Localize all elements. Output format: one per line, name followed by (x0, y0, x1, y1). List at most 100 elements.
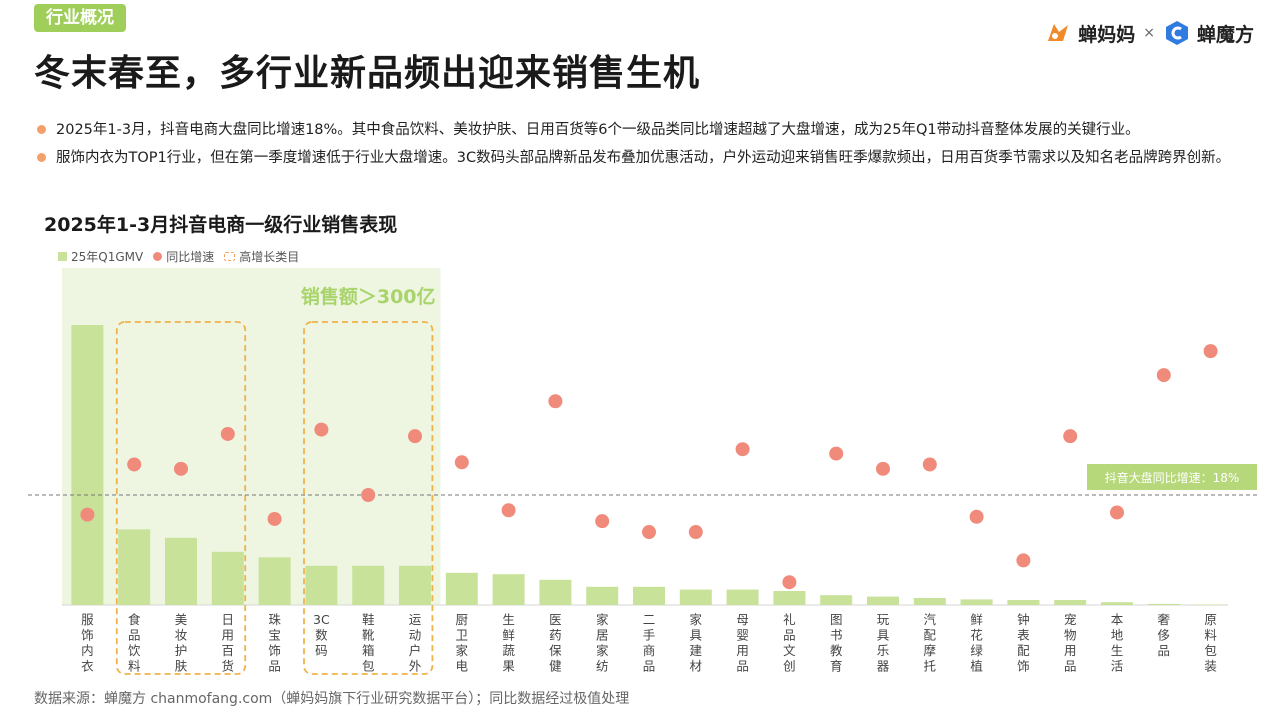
growth-dot-汽配摩托 (922, 457, 937, 472)
bar-奢侈品 (1147, 603, 1180, 605)
x-tick-label-厨卫家电: 厨卫家电 (456, 612, 469, 674)
bar-鲜花绿植 (960, 599, 993, 605)
growth-dot-厨卫家电 (454, 455, 469, 470)
growth-dot-奢侈品 (1156, 368, 1171, 383)
page-title: 冬末春至，多行业新品频出迎来销售生机 (34, 53, 701, 94)
bar-原料包装 (1194, 604, 1227, 605)
bar-礼品文创 (773, 591, 806, 605)
growth-dot-美妆护肤 (174, 461, 188, 476)
x-tick-label-3C数码: 3C 数码 (313, 612, 330, 658)
bar-母婴用品 (726, 589, 759, 605)
bar-图书教育 (820, 595, 853, 605)
brand-logos: 蝉妈妈 × 蝉魔方 (1044, 16, 1254, 50)
growth-dot-钟表配饰 (1016, 553, 1031, 568)
growth-dot-母婴用品 (735, 442, 750, 457)
x-tick-label-鲜花绿植: 鲜花绿植 (970, 612, 983, 674)
highlight-group-box-1 (115, 321, 247, 675)
x-tick-label-珠宝饰品: 珠宝饰品 (268, 612, 281, 674)
chart-title: 2025年1-3月抖音电商一级行业销售表现 (44, 214, 398, 236)
bar-厨卫家电 (445, 572, 478, 605)
x-tick-label-钟表配饰: 钟表配饰 (1017, 612, 1030, 674)
reference-line-label: 抖音大盘同比增速：18% (1105, 470, 1240, 485)
highlight-region-label: 销售额＞300亿 (301, 285, 436, 308)
growth-dot-食品饮料 (127, 457, 142, 472)
x-tick-label-运动户外: 运动户外 (409, 612, 422, 674)
bar-食品饮料 (118, 529, 151, 605)
growth-dot-原料包装 (1203, 344, 1218, 359)
bar-服饰内衣 (71, 325, 104, 605)
growth-dot-医药保健 (548, 394, 563, 409)
bar-珠宝饰品 (258, 557, 291, 605)
x-tick-label-家居家纺: 家居家纺 (596, 612, 609, 674)
logo-chanmama: 蝉妈妈 (1078, 23, 1136, 46)
growth-dot-鲜花绿植 (969, 509, 984, 524)
growth-dot-本地生活 (1110, 505, 1124, 520)
legend-box-swatch (224, 252, 236, 261)
growth-dot-礼品文创 (782, 575, 797, 590)
x-tick-label-服饰内衣: 服饰内衣 (81, 612, 94, 674)
legend-bar-swatch (58, 252, 67, 261)
reference-line-label-bg (1087, 464, 1257, 490)
bar-运动户外 (399, 565, 431, 605)
data-source-note: 数据来源：蝉魔方 chanmofang.com（蝉妈妈旗下行业研究数据平台）；同… (34, 691, 630, 707)
summary-bullet-2: 服饰内衣为TOP1行业，但在第一季度增速低于行业大盘增速。3C数码头部品牌新品发… (36, 144, 1256, 172)
summary-bullets: 2025年1-3月，抖音电商大盘同比增速18%。其中食品饮料、美妆护肤、日用百货… (36, 116, 1256, 172)
bar-二手商品 (633, 586, 665, 605)
section-tag: 行业概况 (34, 4, 126, 32)
x-tick-label-鞋靴箱包: 鞋靴箱包 (362, 612, 375, 674)
x-tick-label-图书教育: 图书教育 (830, 612, 843, 674)
x-tick-label-生鲜蔬果: 生鲜蔬果 (502, 612, 515, 674)
x-tick-label-家具建材: 家具建材 (690, 612, 703, 674)
logo-chanmofang: 蝉魔方 (1196, 23, 1254, 46)
summary-bullet-1: 2025年1-3月，抖音电商大盘同比增速18%。其中食品饮料、美妆护肤、日用百货… (36, 116, 1256, 144)
growth-dot-宠物用品 (1063, 429, 1078, 444)
bar-钟表配饰 (1007, 599, 1040, 605)
x-tick-label-母婴用品: 母婴用品 (736, 612, 749, 674)
x-tick-label-本地生活: 本地生活 (1111, 612, 1124, 674)
chanmofang-logo-icon (1165, 21, 1188, 45)
legend-label-gmv: 25年Q1GMV (71, 250, 144, 264)
x-tick-label-日用百货: 日用百货 (222, 612, 235, 674)
x-tick-label-食品饮料: 食品饮料 (128, 612, 141, 674)
legend-item-highlight: 高增长类目 (224, 248, 299, 265)
chart-legend: 25年Q1GMV 同比增速 高增长类目 (58, 248, 299, 265)
growth-dot-服饰内衣 (80, 507, 95, 522)
bar-美妆护肤 (165, 537, 197, 605)
legend-item-growth: 同比增速 (153, 248, 214, 265)
bar-汽配摩托 (913, 598, 946, 605)
legend-label-highlight: 高增长类目 (239, 250, 300, 264)
growth-dot-家居家纺 (595, 514, 610, 529)
x-tick-label-宠物用品: 宠物用品 (1064, 612, 1077, 674)
growth-dot-珠宝饰品 (267, 511, 282, 526)
bar-玩具乐器 (867, 596, 899, 605)
x-tick-label-二手商品: 二手商品 (643, 612, 656, 674)
growth-dot-二手商品 (642, 525, 656, 540)
x-tick-label-玩具乐器: 玩具乐器 (877, 612, 890, 674)
growth-dot-鞋靴箱包 (361, 488, 376, 502)
logo-separator: × (1143, 25, 1155, 41)
growth-dot-玩具乐器 (876, 461, 890, 476)
legend-item-gmv: 25年Q1GMV (58, 248, 143, 265)
growth-dot-运动户外 (408, 429, 422, 444)
bar-医药保健 (539, 579, 572, 605)
highlight-group-box-2 (303, 321, 434, 675)
growth-dot-生鲜蔬果 (501, 503, 516, 518)
growth-dot-家具建材 (688, 525, 703, 540)
bar-生鲜蔬果 (492, 574, 525, 605)
chanmama-logo-icon (1048, 24, 1069, 41)
bar-鞋靴箱包 (352, 565, 385, 605)
x-tick-label-医药保健: 医药保健 (549, 612, 562, 674)
legend-dot-swatch (153, 252, 163, 261)
bar-本地生活 (1101, 602, 1133, 605)
bar-家居家纺 (586, 586, 619, 605)
x-tick-label-奢侈品: 奢侈品 (1158, 612, 1171, 658)
growth-dot-3C数码 (314, 422, 329, 437)
legend-label-growth: 同比增速 (166, 250, 215, 264)
bar-家具建材 (679, 589, 712, 605)
bar-3C数码 (305, 565, 338, 605)
bar-日用百货 (211, 551, 244, 605)
x-tick-label-礼品文创: 礼品文创 (783, 612, 796, 674)
growth-dot-图书教育 (829, 446, 844, 461)
x-tick-label-美妆护肤: 美妆护肤 (175, 612, 188, 674)
